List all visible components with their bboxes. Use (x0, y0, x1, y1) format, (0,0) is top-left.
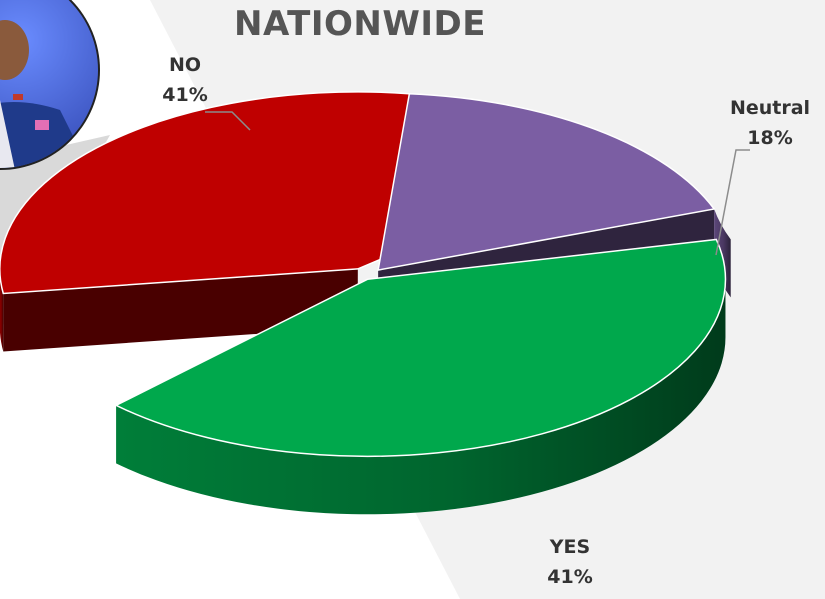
pie-slice-yes (114, 238, 727, 515)
label-no-name: NO (168, 54, 202, 76)
pie-slice-yes-top (114, 238, 727, 458)
label-neutral: Neutral 18% (715, 93, 825, 153)
label-neutral-value: 18% (747, 127, 793, 149)
pie-slice-no-side (0, 274, 4, 352)
leader-line-no (205, 111, 251, 131)
label-yes-value: 41% (547, 566, 593, 588)
chart-title: NATIONWIDE (234, 4, 486, 44)
label-no-value: 41% (162, 84, 208, 106)
leader-line-neutral (715, 149, 750, 256)
pie-slice-neutral-top (377, 92, 716, 271)
label-neutral-name: Neutral (729, 97, 811, 119)
label-yes: YES 41% (530, 532, 610, 592)
label-yes-name: YES (549, 536, 591, 558)
label-no: NO 41% (150, 50, 220, 110)
pie-slice-yes-side (116, 279, 726, 515)
presenter-photo (0, 0, 100, 170)
